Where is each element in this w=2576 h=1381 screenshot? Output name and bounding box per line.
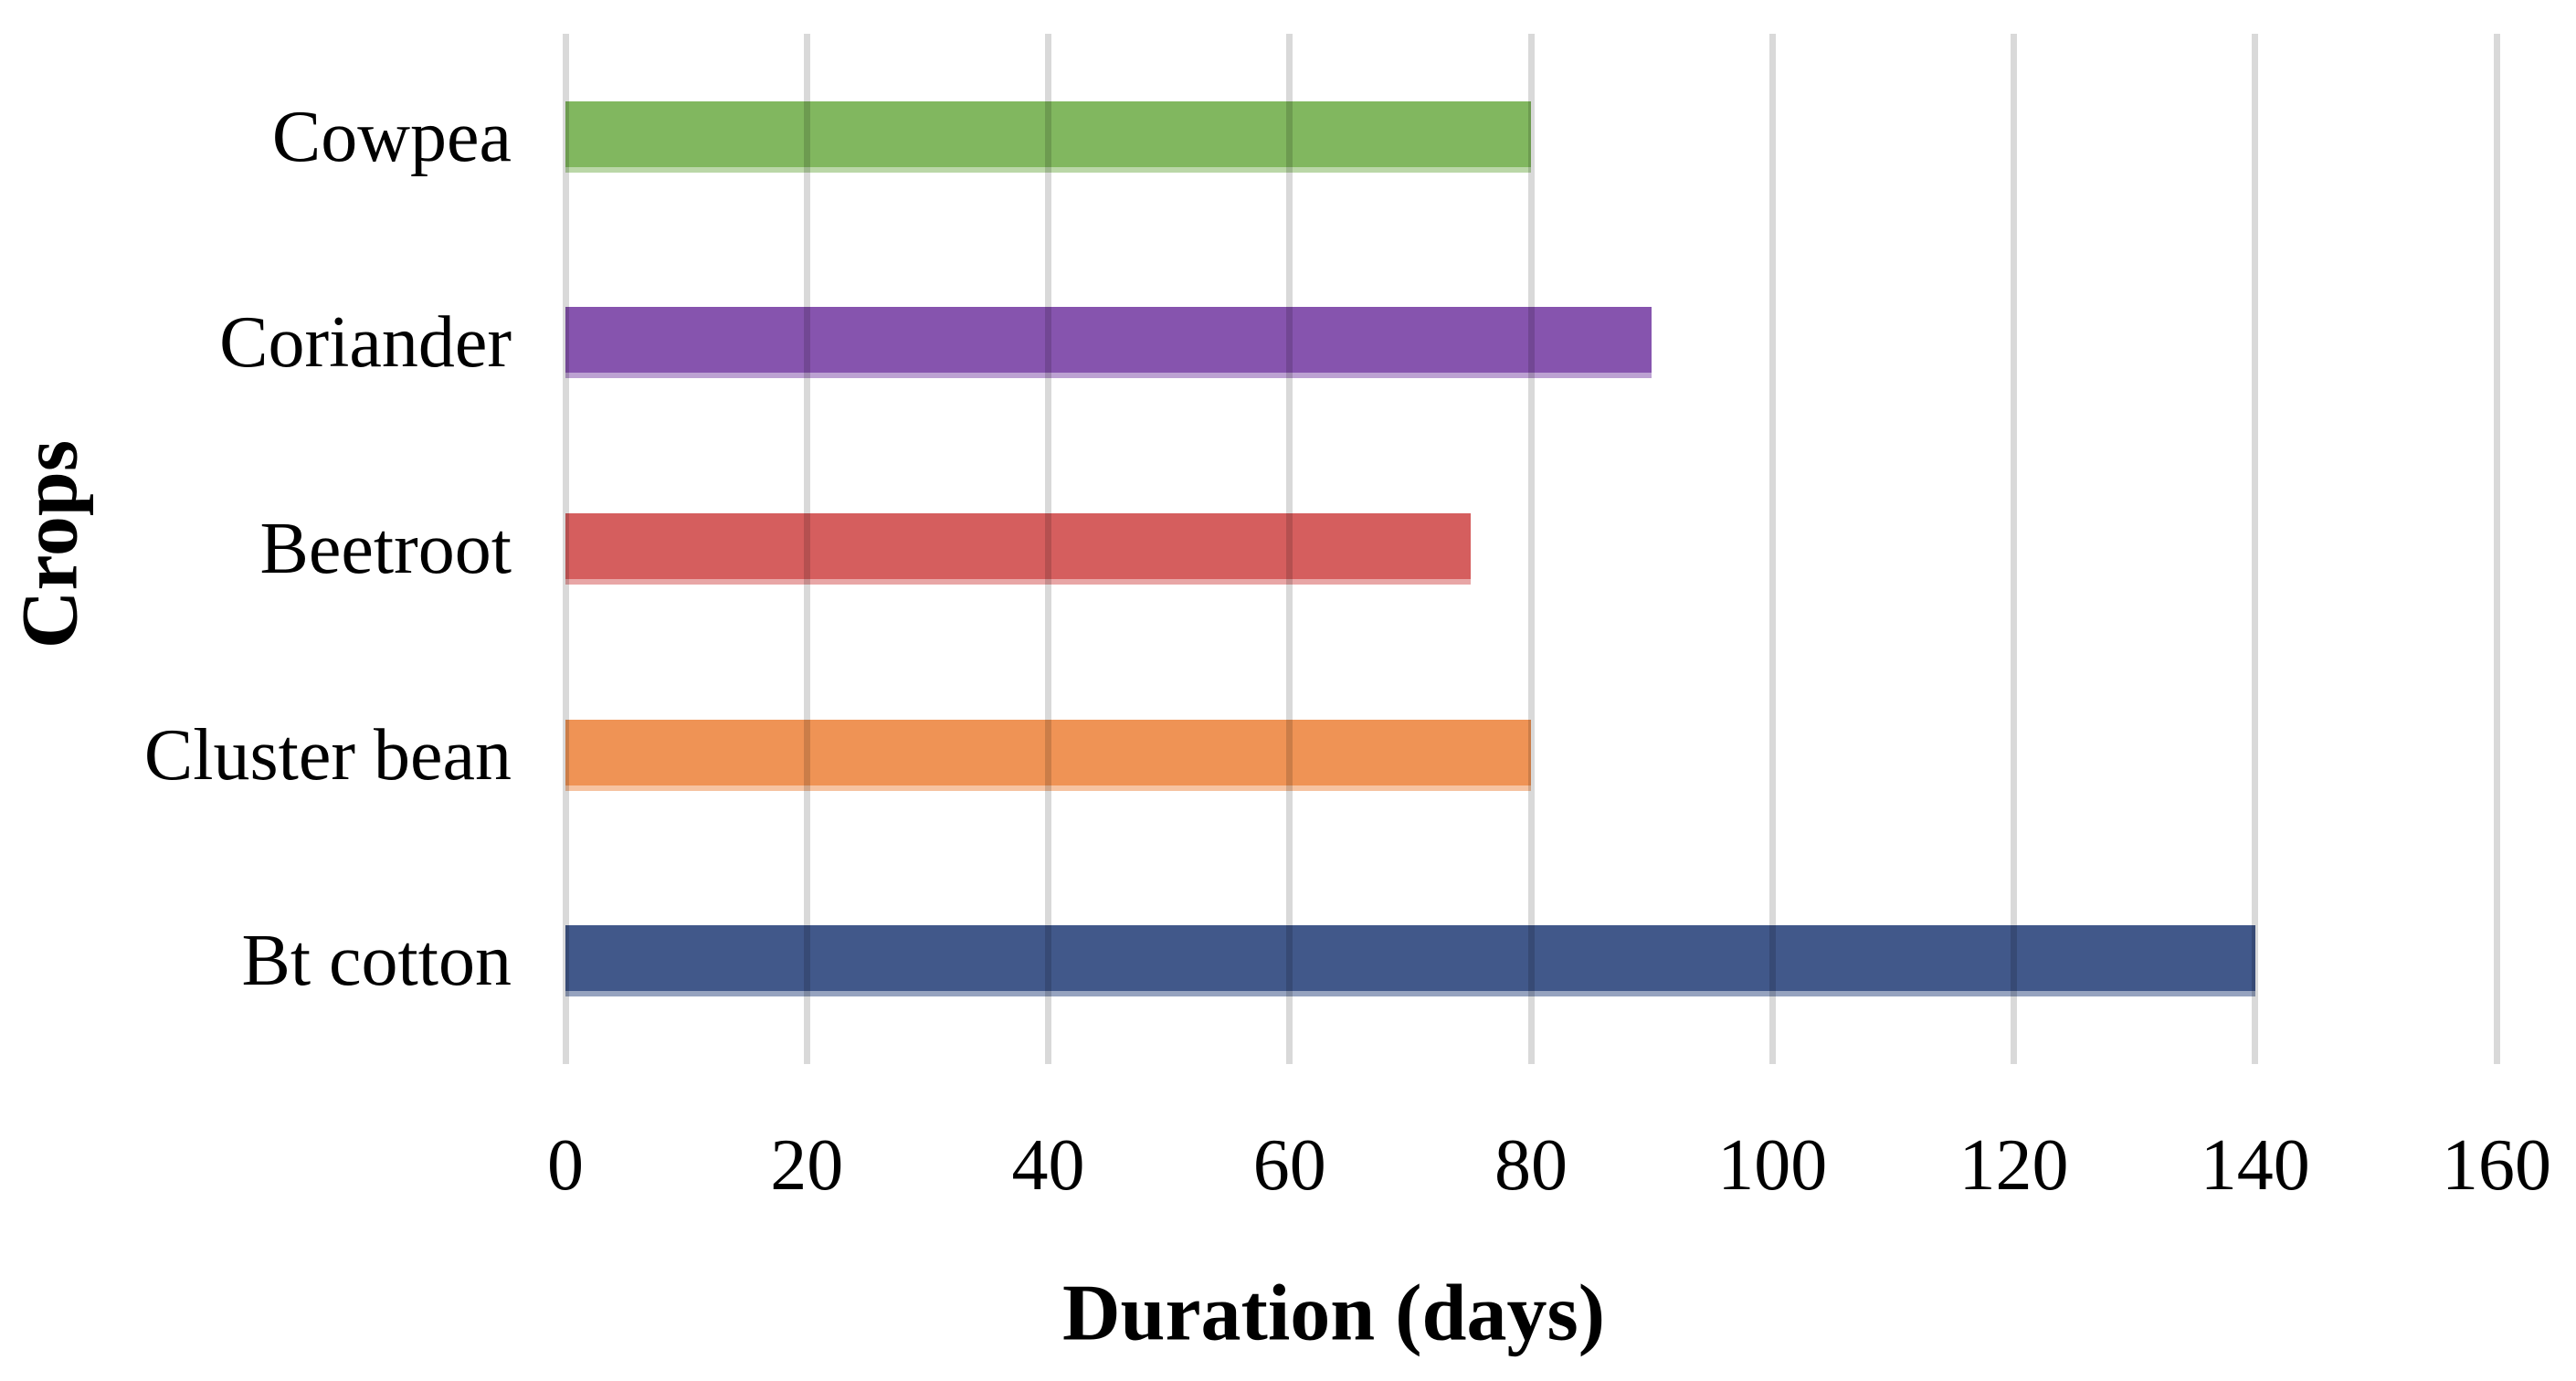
x-tick-label-40: 40 bbox=[1011, 1125, 1085, 1206]
bar-coriander bbox=[565, 307, 1652, 379]
x-tick-label-60: 60 bbox=[1252, 1125, 1326, 1206]
category-label-cluster-bean: Cluster bean bbox=[143, 714, 512, 796]
category-label-beetroot: Beetroot bbox=[259, 509, 512, 589]
bar-bt-cotton bbox=[565, 925, 2255, 997]
x-axis-title: Duration (days) bbox=[1061, 1269, 1606, 1358]
category-label-coriander: Coriander bbox=[219, 302, 512, 384]
category-axis-labels: Cowpea Coriander Beetroot Cluster bean Bt co… bbox=[0, 0, 512, 1381]
x-tick-label-100: 100 bbox=[1717, 1125, 1828, 1206]
bar-cowpea bbox=[565, 100, 1531, 173]
x-tick-label-140: 140 bbox=[2200, 1125, 2310, 1206]
bar-cluster-bean bbox=[565, 719, 1531, 791]
x-tick-label-160: 160 bbox=[2442, 1125, 2551, 1206]
category-label-cowpea: Cowpea bbox=[271, 96, 512, 177]
bars-layer bbox=[565, 34, 2497, 1064]
x-tick-label-120: 120 bbox=[1958, 1125, 2069, 1206]
bar-beetroot bbox=[565, 513, 1471, 585]
x-tick-label-0: 0 bbox=[547, 1125, 584, 1206]
category-label-bt-cotton: Bt cotton bbox=[241, 921, 512, 1002]
x-tick-label-80: 80 bbox=[1494, 1125, 1568, 1206]
x-tick-label-20: 20 bbox=[770, 1125, 844, 1206]
